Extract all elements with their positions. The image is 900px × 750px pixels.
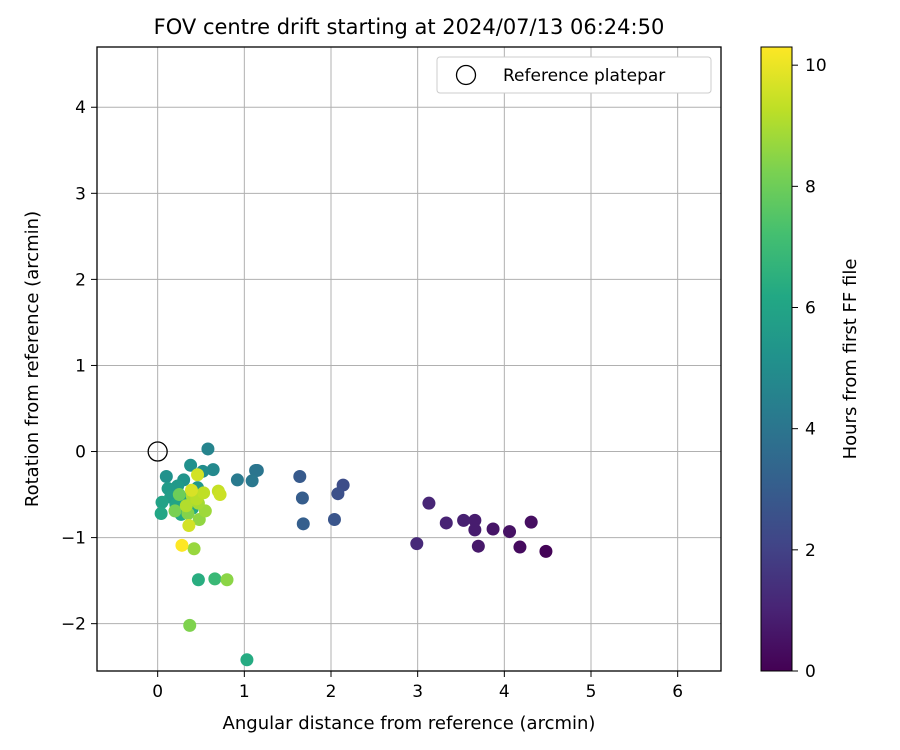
data-point (468, 523, 482, 537)
data-point (184, 483, 198, 497)
data-point (154, 506, 168, 520)
data-point (182, 519, 196, 533)
data-point (327, 513, 341, 527)
y-tick-label: −1 (61, 529, 86, 549)
data-point (293, 469, 307, 483)
colorbar-tick-label: 2 (805, 541, 816, 561)
data-point (197, 486, 211, 500)
data-point (471, 539, 485, 553)
x-tick-label: 4 (499, 682, 510, 702)
data-point (296, 517, 310, 531)
data-point (245, 474, 259, 488)
y-tick-label: 2 (75, 270, 86, 290)
data-point (513, 540, 527, 554)
data-point (503, 525, 517, 539)
data-point (191, 573, 205, 587)
colorbar-label: Hours from first FF file (840, 259, 861, 460)
x-axis-label: Angular distance from reference (arcmin) (223, 713, 596, 734)
data-point (524, 515, 538, 529)
x-tick-label: 1 (239, 682, 250, 702)
data-point (168, 504, 182, 518)
data-point (220, 573, 234, 587)
data-point (208, 572, 222, 586)
data-point (206, 463, 220, 477)
colorbar-tick-label: 8 (805, 177, 816, 197)
legend-entry-reference-platepar: Reference platepar (503, 66, 665, 86)
data-point (410, 537, 424, 551)
legend-box (436, 56, 712, 94)
data-point (183, 618, 197, 632)
data-point (486, 522, 500, 536)
colorbar-ticks: 0 2 4 6 8 10 (792, 56, 827, 682)
data-point (240, 653, 254, 667)
data-point (191, 468, 205, 482)
data-point (422, 496, 436, 510)
colorbar-tick-label: 6 (805, 299, 816, 319)
x-axis-ticks: 0 1 2 3 4 5 6 (152, 671, 683, 702)
data-point (468, 513, 482, 527)
data-point (155, 495, 169, 509)
chart-title: FOV centre drift starting at 2024/07/13 … (154, 15, 665, 39)
grid-lines (97, 47, 721, 671)
colorbar-tick-label: 10 (805, 56, 827, 76)
colorbar-tick-label: 4 (805, 420, 816, 440)
data-point (213, 488, 227, 502)
data-point (179, 499, 193, 513)
y-axis-label: Rotation from reference (arcmin) (22, 211, 43, 507)
y-tick-label: 1 (75, 356, 86, 376)
reference-marker (147, 441, 168, 462)
data-point (184, 458, 198, 472)
y-tick-label: 3 (75, 184, 86, 204)
x-tick-label: 5 (586, 682, 597, 702)
x-tick-label: 0 (152, 682, 163, 702)
colorbar-tick-label: 0 (805, 662, 816, 682)
data-point (295, 491, 309, 505)
y-tick-label: −2 (61, 615, 86, 635)
x-tick-label: 3 (412, 682, 423, 702)
y-tick-label: 0 (75, 443, 86, 463)
x-tick-label: 6 (672, 682, 683, 702)
reference-platepar-point (147, 441, 168, 462)
data-point (331, 487, 345, 501)
colorbar-bar (760, 46, 793, 672)
data-point (249, 463, 263, 477)
x-tick-label: 2 (326, 682, 337, 702)
legend: Reference platepar (436, 56, 712, 94)
data-point (457, 513, 471, 527)
data-points (154, 442, 553, 667)
data-point (159, 469, 173, 483)
y-tick-label: 4 (75, 98, 86, 118)
y-axis-ticks: −2 −1 0 1 2 3 4 (61, 98, 97, 635)
data-point (172, 488, 186, 502)
legend-marker-open-circle (455, 64, 477, 86)
data-point (201, 442, 215, 456)
data-point (230, 473, 244, 487)
data-point (439, 516, 453, 530)
data-point (175, 538, 189, 552)
colorbar: 0 2 4 6 8 10 Hours from first FF file (760, 46, 861, 682)
data-point (187, 542, 201, 556)
data-point (539, 544, 553, 558)
plot-frame (96, 46, 722, 672)
